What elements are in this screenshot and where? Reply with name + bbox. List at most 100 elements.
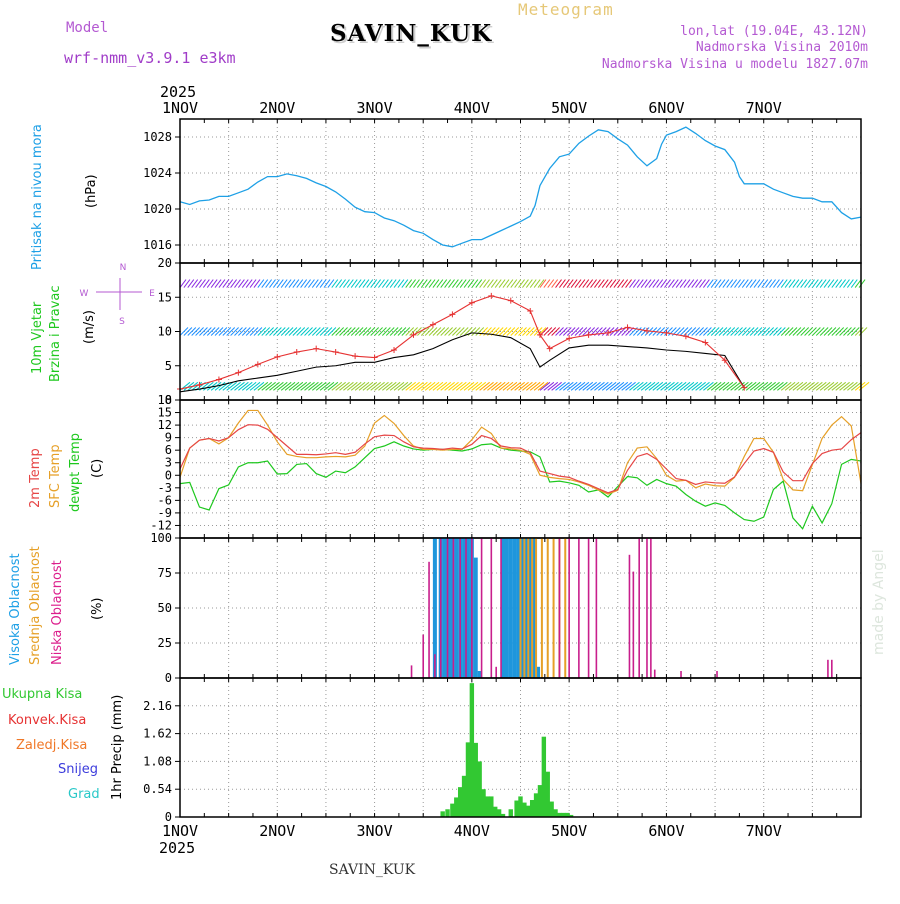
wind-barb bbox=[570, 327, 580, 336]
cloud-low-bar bbox=[831, 659, 833, 678]
wind-barb bbox=[537, 381, 549, 391]
wind-barb bbox=[272, 279, 280, 288]
wind-barb bbox=[253, 327, 263, 336]
wind-barb bbox=[780, 279, 788, 288]
wind-barb bbox=[605, 279, 613, 288]
wind-gust-marker bbox=[254, 361, 261, 368]
wind-barb bbox=[308, 327, 317, 336]
wind-barb bbox=[714, 327, 724, 336]
temp-sfc-line bbox=[179, 409, 862, 495]
wind-speed-line bbox=[179, 332, 745, 393]
wind-barb bbox=[401, 279, 409, 288]
wind-barb bbox=[636, 327, 646, 336]
wind-barb bbox=[710, 279, 718, 288]
wind-barb bbox=[280, 327, 290, 336]
wind-barb bbox=[784, 381, 796, 391]
wind-barb bbox=[722, 381, 734, 391]
wind-barb bbox=[257, 279, 265, 288]
compass-letter: E bbox=[149, 289, 155, 299]
precip-bar bbox=[500, 813, 506, 817]
wind-barb bbox=[761, 279, 769, 288]
wind-barb bbox=[183, 327, 193, 336]
wind-barb bbox=[555, 279, 562, 288]
cloud-mid-label: Srednja Oblacnost bbox=[28, 546, 43, 665]
wind-barb bbox=[835, 327, 845, 336]
wind-barb bbox=[323, 279, 331, 288]
wind-barb bbox=[632, 279, 640, 288]
wind-barb bbox=[354, 381, 366, 391]
wind-barb bbox=[621, 279, 629, 288]
wind-barb bbox=[679, 381, 691, 391]
cloud-high-bar bbox=[442, 538, 447, 678]
date-label-bottom: 6NOV bbox=[648, 822, 684, 840]
wind-barb bbox=[370, 381, 381, 391]
wind-barb bbox=[378, 381, 389, 391]
wind-barb bbox=[850, 381, 862, 391]
wind-barb bbox=[551, 327, 560, 336]
precip-bar bbox=[450, 803, 455, 817]
cloud-low-bar bbox=[446, 538, 449, 678]
wind-barb bbox=[710, 381, 722, 391]
wind-barb bbox=[726, 327, 736, 336]
wind-barb bbox=[823, 279, 831, 288]
date-label-top: 2NOV bbox=[259, 99, 295, 117]
wind-barb bbox=[757, 381, 769, 391]
precip-bar bbox=[493, 806, 498, 817]
wind-barb bbox=[226, 279, 234, 288]
wind-barb bbox=[416, 279, 424, 288]
cloud-low-bar bbox=[428, 561, 430, 678]
wind-barb bbox=[214, 381, 226, 391]
wind-barb bbox=[726, 279, 734, 288]
wind-barb bbox=[385, 381, 397, 391]
wind-barb bbox=[691, 381, 703, 391]
wind-barb bbox=[203, 381, 214, 391]
precip-bar bbox=[508, 809, 513, 817]
wind-barb bbox=[308, 279, 315, 288]
wind-barb bbox=[440, 327, 450, 336]
wind-barb bbox=[405, 381, 417, 391]
wind-barb bbox=[543, 327, 553, 336]
cloud-high-bar bbox=[465, 538, 470, 678]
wind-barb bbox=[257, 381, 269, 391]
wind-barb bbox=[808, 327, 817, 336]
wind-barb bbox=[555, 327, 564, 336]
wind-barb bbox=[214, 279, 222, 288]
y-tick-label: 0 bbox=[165, 393, 172, 407]
wind-barb bbox=[502, 381, 514, 391]
wind-barb bbox=[343, 381, 354, 391]
wind-barb bbox=[428, 381, 440, 391]
wind-barb bbox=[374, 279, 381, 288]
wind-barb bbox=[362, 381, 374, 391]
wind-barb bbox=[644, 279, 652, 288]
wind-barb bbox=[514, 381, 525, 391]
panel-frame bbox=[179, 677, 862, 818]
wind-barb bbox=[397, 327, 407, 336]
wind-barb bbox=[726, 381, 738, 391]
wind-barb bbox=[191, 381, 202, 391]
date-label-bottom: 3NOV bbox=[357, 822, 393, 840]
wind-barb bbox=[424, 327, 434, 336]
wind-barb bbox=[346, 279, 354, 288]
wind-barb bbox=[582, 327, 592, 336]
wind-barb bbox=[253, 279, 261, 288]
cloud-high-bar bbox=[504, 538, 509, 678]
wind-barb bbox=[467, 279, 475, 288]
wind-barb bbox=[230, 279, 237, 288]
wind-barb bbox=[280, 381, 292, 391]
wind-barb bbox=[667, 279, 675, 288]
wind-barb bbox=[350, 327, 360, 336]
wind-barb bbox=[382, 381, 393, 391]
wind-barb bbox=[269, 381, 280, 391]
wind-barb bbox=[613, 381, 625, 391]
date-label-top: 3NOV bbox=[357, 99, 393, 117]
wind-barb bbox=[440, 279, 448, 288]
panel-2: 0 5 10 15 20 N E S W bbox=[80, 256, 870, 407]
wind-barb bbox=[640, 279, 648, 288]
wind-barb bbox=[539, 279, 547, 288]
y-tick-label: -3 bbox=[158, 481, 172, 495]
wind-barb bbox=[660, 279, 667, 288]
wind-barb bbox=[327, 327, 337, 336]
wind-barb bbox=[249, 381, 261, 391]
